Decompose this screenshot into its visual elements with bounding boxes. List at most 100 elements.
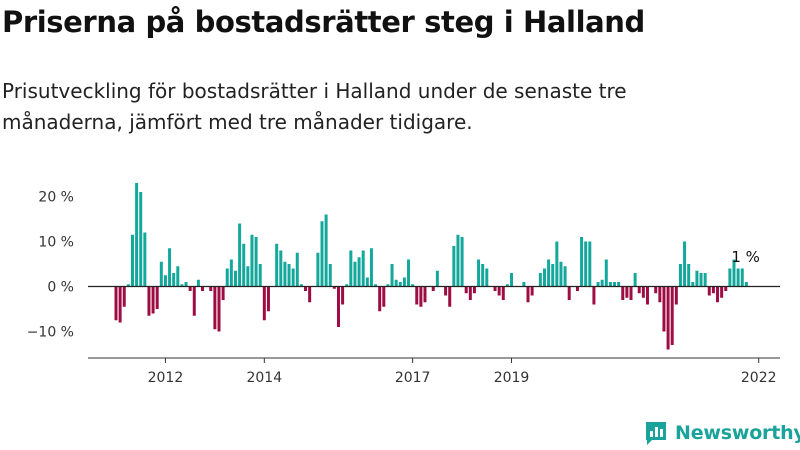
bar bbox=[155, 286, 159, 309]
bar bbox=[151, 286, 155, 314]
bar bbox=[547, 259, 551, 287]
bar bbox=[588, 241, 592, 287]
bar bbox=[448, 286, 452, 307]
bar bbox=[481, 264, 485, 287]
bar bbox=[196, 279, 200, 287]
y-tick-label: −10 % bbox=[27, 325, 74, 341]
bar bbox=[637, 286, 641, 294]
bar bbox=[736, 268, 740, 287]
bar bbox=[275, 243, 279, 287]
bar bbox=[456, 234, 460, 287]
bar bbox=[711, 286, 715, 294]
bar bbox=[394, 279, 398, 287]
bar bbox=[324, 214, 328, 287]
bar bbox=[180, 284, 184, 287]
chart-subtitle: Prisutveckling för bostadsrätter i Halla… bbox=[2, 79, 627, 134]
bar bbox=[703, 273, 707, 287]
bar bbox=[345, 284, 349, 287]
bar bbox=[143, 232, 147, 287]
x-tick-label: 2017 bbox=[395, 370, 431, 386]
bar bbox=[522, 282, 526, 287]
bar bbox=[501, 286, 505, 300]
bar bbox=[328, 264, 332, 287]
bar bbox=[617, 282, 621, 287]
bar bbox=[159, 261, 163, 287]
bar bbox=[299, 284, 303, 287]
bar bbox=[691, 282, 695, 287]
bar bbox=[678, 264, 682, 287]
bar bbox=[192, 286, 196, 316]
x-tick-label: 2019 bbox=[494, 370, 530, 386]
bar bbox=[229, 259, 233, 287]
bar bbox=[670, 286, 674, 345]
bar bbox=[176, 266, 180, 287]
bar bbox=[184, 282, 188, 287]
bar bbox=[654, 286, 658, 294]
bar bbox=[584, 241, 588, 287]
bar bbox=[415, 286, 419, 305]
bar bbox=[641, 286, 645, 298]
x-tick-label: 2022 bbox=[741, 370, 777, 386]
bar bbox=[666, 286, 670, 350]
bar bbox=[435, 270, 439, 287]
bar bbox=[625, 286, 629, 298]
bar bbox=[332, 286, 336, 289]
bar bbox=[242, 243, 246, 287]
bar bbox=[316, 252, 320, 287]
bar bbox=[683, 241, 687, 287]
bar bbox=[341, 286, 345, 305]
brand-name: Newsworthy bbox=[675, 422, 800, 444]
bar bbox=[699, 273, 703, 287]
bar bbox=[386, 284, 390, 287]
bar bbox=[407, 259, 411, 287]
bar bbox=[510, 273, 514, 287]
bar bbox=[460, 237, 464, 287]
bar bbox=[304, 286, 308, 291]
bar bbox=[221, 286, 225, 300]
bar bbox=[477, 259, 481, 287]
bar bbox=[126, 284, 130, 287]
bar bbox=[130, 234, 134, 287]
bar bbox=[526, 286, 530, 303]
bar bbox=[645, 286, 649, 305]
bar bbox=[374, 284, 378, 287]
bar bbox=[468, 286, 472, 300]
y-axis: −10 % 0 % 10 % 20 % bbox=[27, 190, 74, 341]
bar bbox=[744, 282, 748, 287]
bar bbox=[580, 237, 584, 287]
bar bbox=[390, 264, 394, 287]
bar-chart: −10 %0 %10 %20 % 20122014201720192022202… bbox=[27, 183, 780, 386]
bar bbox=[485, 268, 489, 287]
brand-logo[interactable]: Newsworthy bbox=[644, 419, 800, 447]
bar bbox=[559, 261, 563, 287]
bar bbox=[361, 250, 365, 287]
bar bbox=[629, 286, 633, 300]
bar bbox=[382, 286, 386, 307]
bar bbox=[472, 286, 476, 294]
bar bbox=[542, 268, 546, 287]
bar bbox=[217, 286, 221, 332]
bar bbox=[254, 237, 258, 287]
bar bbox=[687, 264, 691, 287]
chart-title: Priserna på bostadsrätter steg i Halland bbox=[2, 5, 645, 39]
bar bbox=[497, 286, 501, 296]
bar bbox=[563, 266, 567, 287]
bar bbox=[209, 286, 213, 291]
bar bbox=[505, 284, 509, 287]
bar-series bbox=[114, 183, 748, 350]
bar bbox=[369, 248, 373, 287]
bar bbox=[493, 286, 497, 291]
bar bbox=[114, 286, 118, 321]
bar bbox=[266, 286, 270, 312]
bar bbox=[662, 286, 666, 332]
bar bbox=[349, 250, 353, 287]
bar bbox=[411, 284, 415, 287]
bar bbox=[233, 270, 237, 287]
bar bbox=[320, 221, 324, 287]
bar bbox=[604, 259, 608, 287]
bar bbox=[398, 282, 402, 287]
bar bbox=[431, 286, 435, 291]
bar bbox=[139, 192, 143, 287]
bar bbox=[621, 286, 625, 300]
bar bbox=[118, 286, 122, 323]
